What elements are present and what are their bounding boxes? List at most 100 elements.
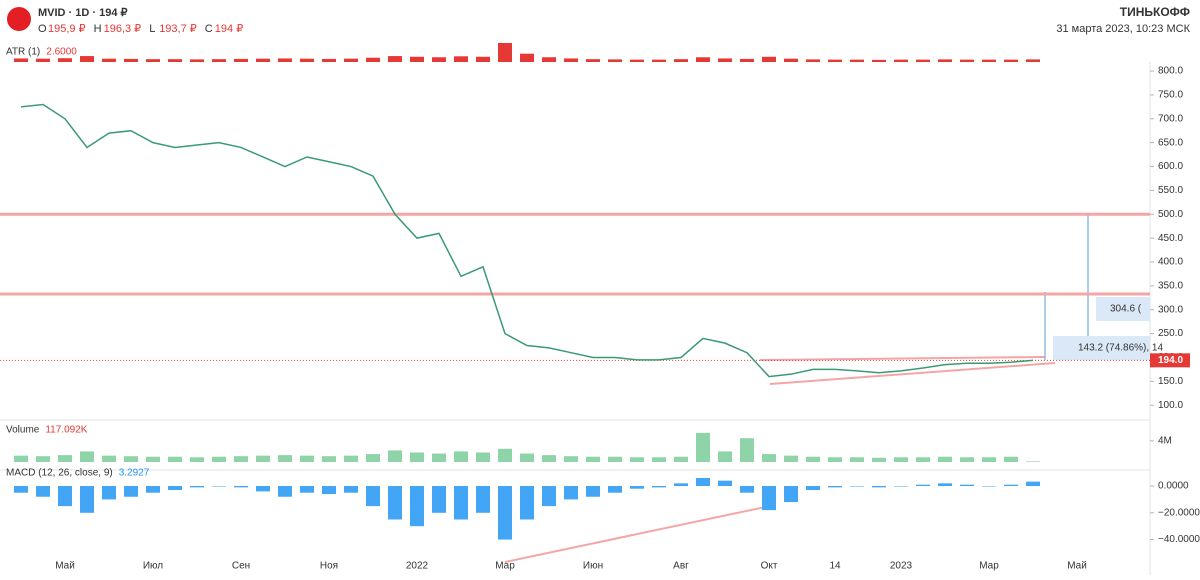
- y-tick-label: 750.0: [1158, 90, 1183, 101]
- bar: [1026, 481, 1040, 487]
- y-tick-label: 400.0: [1158, 257, 1183, 268]
- bar: [696, 57, 710, 62]
- y-tick-label: 0.0000: [1158, 481, 1189, 492]
- bar: [278, 58, 292, 62]
- bar: [608, 59, 622, 62]
- bar: [564, 456, 578, 462]
- bar: [938, 456, 952, 462]
- bar: [454, 56, 468, 62]
- bar: [14, 455, 28, 462]
- bar: [652, 486, 666, 488]
- bar: [190, 486, 204, 488]
- trend-line: [769, 362, 1056, 385]
- y-tick-label: 300.0: [1158, 304, 1183, 315]
- bar: [124, 58, 138, 62]
- x-tick-label: Авг: [673, 561, 689, 572]
- bar: [432, 486, 446, 513]
- price-line: [20, 103, 1034, 378]
- bar: [168, 59, 182, 62]
- bar: [146, 486, 160, 493]
- bar: [234, 58, 248, 62]
- ohlc-key: H: [94, 23, 102, 35]
- bar: [938, 59, 952, 62]
- bar: [498, 43, 512, 62]
- bar: [212, 456, 226, 462]
- bar: [168, 486, 182, 491]
- bar: [36, 456, 50, 462]
- bar: [102, 486, 116, 500]
- bar: [454, 486, 468, 520]
- bar: [432, 453, 446, 462]
- bar: [36, 58, 50, 62]
- y-tick-label: 250.0: [1158, 328, 1183, 339]
- bar: [322, 456, 336, 462]
- bar: [740, 486, 754, 493]
- y-tick-label: 450.0: [1158, 233, 1183, 244]
- bar: [366, 57, 380, 62]
- bar: [146, 59, 160, 62]
- bar: [80, 451, 94, 462]
- y-tick-label: 550.0: [1158, 185, 1183, 196]
- bar: [608, 456, 622, 462]
- bar: [960, 484, 974, 487]
- bar: [498, 486, 512, 540]
- y-tick-label: 800.0: [1158, 66, 1183, 77]
- bar: [168, 456, 182, 462]
- bar: [630, 486, 644, 489]
- bar: [762, 56, 776, 62]
- bar: [806, 486, 820, 491]
- bar: [872, 486, 886, 488]
- bar: [828, 486, 842, 488]
- bar: [718, 451, 732, 462]
- bar: [234, 456, 248, 462]
- datetime: 31 марта 2023, 10:23 МСК: [1056, 23, 1190, 35]
- bar: [828, 59, 842, 62]
- indicator-value: 3.2927: [119, 468, 150, 479]
- ohlc-value: 196,3 ₽: [104, 23, 142, 35]
- bar: [982, 457, 996, 462]
- last-price-label: 194.0: [1158, 355, 1183, 366]
- x-tick-label: Май: [1067, 561, 1087, 572]
- bar: [1026, 461, 1040, 462]
- bar: [344, 58, 358, 62]
- bar: [520, 453, 534, 462]
- x-tick-label: Июл: [143, 561, 163, 572]
- bar: [1004, 484, 1018, 487]
- ohlc-key: L: [149, 23, 155, 35]
- bar: [784, 58, 798, 62]
- bar: [652, 457, 666, 462]
- indicator-value: 2.6000: [46, 47, 77, 58]
- bar: [102, 58, 116, 62]
- bar: [718, 480, 732, 487]
- bar: [850, 486, 864, 487]
- bar: [388, 450, 402, 462]
- bar: [784, 455, 798, 462]
- bar: [916, 484, 930, 487]
- bar: [256, 58, 270, 62]
- bar: [586, 456, 600, 462]
- bar: [366, 454, 380, 462]
- x-tick-label: Июн: [583, 561, 603, 572]
- bar: [80, 56, 94, 62]
- x-tick-label: Мар: [495, 561, 515, 572]
- bar: [344, 455, 358, 462]
- bar: [762, 486, 776, 511]
- trend-line: [504, 505, 771, 563]
- bar: [718, 58, 732, 62]
- indicator-title: MACD (12, 26, close, 9): [6, 468, 113, 479]
- y-tick-label: 650.0: [1158, 137, 1183, 148]
- bar: [696, 432, 710, 462]
- x-tick-label: 14: [829, 561, 841, 572]
- bar: [36, 486, 50, 497]
- ohlc-key: O: [38, 23, 47, 35]
- x-tick-label: Май: [55, 561, 75, 572]
- y-tick-label: −20.0000: [1158, 507, 1200, 518]
- bar: [322, 58, 336, 62]
- bar: [146, 456, 160, 462]
- bar: [520, 53, 534, 62]
- bar: [960, 59, 974, 62]
- bar: [674, 456, 688, 462]
- indicator-title: ATR (1): [6, 47, 40, 58]
